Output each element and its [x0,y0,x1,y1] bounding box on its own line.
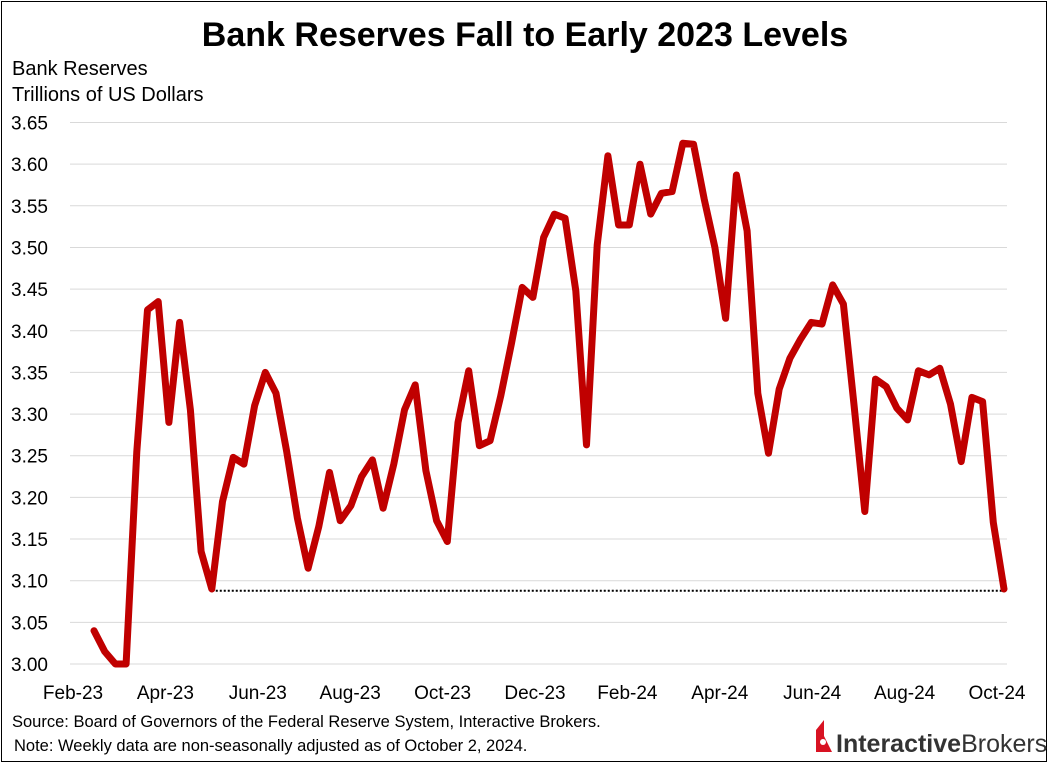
y-tick-label: 3.60 [11,155,48,176]
y-tick-label: 3.20 [11,488,48,509]
x-tick-label: Feb-24 [597,683,658,704]
ib-logo-icon [816,720,832,752]
x-tick-label: Dec-23 [504,683,565,704]
y-tick-label: 3.65 [11,114,48,135]
footnote: Note: Weekly data are non-seasonally adj… [14,737,527,755]
x-tick-label: Jun-23 [229,683,287,704]
interactive-brokers-logo: InteractiveBrokers [816,720,1047,758]
y-tick-label: 3.05 [11,613,48,634]
y-tick-label: 3.15 [11,530,48,551]
y-tick-label: 3.40 [11,322,48,343]
y-axis-label-line-2: Trillions of US Dollars [12,84,204,106]
source-note: Source: Board of Governors of the Federa… [12,713,601,731]
x-tick-label: Aug-23 [320,683,381,704]
svg-text:InteractiveBrokers: InteractiveBrokers [836,730,1047,758]
y-tick-label: 3.00 [11,655,48,676]
y-tick-label: 3.25 [11,447,48,468]
x-tick-label: Aug-24 [874,683,936,704]
x-tick-label: Apr-23 [137,683,194,704]
gridlines [70,122,1007,665]
logo-text-bold: Interactive [836,730,961,758]
y-tick-label: 3.35 [11,363,48,384]
y-tick-label: 3.45 [11,280,48,301]
y-tick-label: 3.10 [11,572,48,593]
x-tick-label: Oct-24 [968,683,1025,704]
y-tick-label: 3.50 [11,238,48,259]
y-axis-ticks: 3.00 3.05 3.10 3.15 3.20 3.25 3.30 3.35 3.40 3.45… [11,114,48,677]
x-tick-label: Oct-23 [414,683,471,704]
bank-reserves-line [90,139,1008,668]
x-tick-label: Feb-23 [43,683,103,704]
logo-text-light: Brokers [961,730,1047,758]
y-tick-label: 3.30 [11,405,48,426]
chart-title: Bank Reserves Fall to Early 2023 Levels [202,16,848,54]
ib-logo-dot [820,739,826,745]
y-axis-label-line-1: Bank Reserves [12,58,148,80]
x-axis-ticks: Feb-23 Apr-23 Jun-23 Aug-23 Oct-23 Dec-23 Feb-… [43,683,1026,704]
x-tick-label: Apr-24 [691,683,748,704]
x-tick-label: Jun-24 [783,683,842,704]
series-group [90,139,1008,668]
y-tick-label: 3.55 [11,197,48,218]
